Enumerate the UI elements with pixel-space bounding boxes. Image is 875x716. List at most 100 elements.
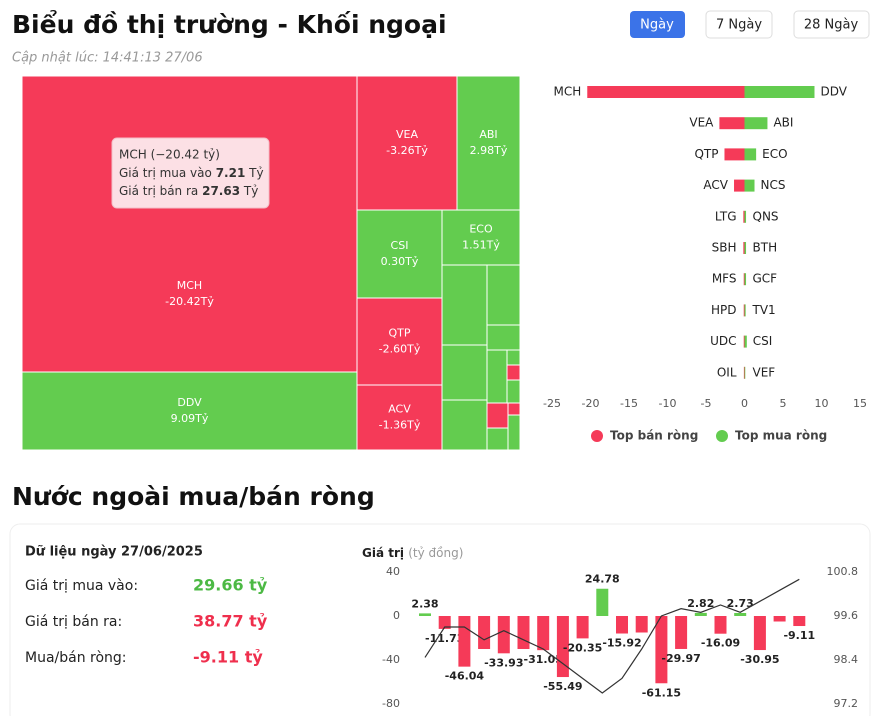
bar — [744, 366, 746, 379]
bar — [478, 616, 491, 649]
bar — [743, 366, 745, 379]
tile-value: 1.51Tỷ — [462, 239, 500, 252]
tooltip-label: Giá trị mua vào — [119, 166, 212, 180]
tile — [507, 402, 521, 416]
value-label: -33.93 — [484, 656, 523, 669]
tab-label[interactable]: 7 Ngày — [716, 18, 762, 33]
tile — [356, 75, 458, 211]
summary: Giá trị mua vào: 29.66 tỷ Giá trị bán ra: 3… — [25, 576, 268, 667]
legend-marker — [591, 430, 603, 442]
tile — [456, 75, 521, 211]
bar — [724, 148, 745, 161]
bar — [744, 117, 768, 130]
bar — [773, 616, 786, 622]
bar — [753, 616, 766, 651]
bar — [744, 273, 747, 286]
bar — [655, 616, 668, 684]
x-tick-label: -15 — [620, 397, 638, 410]
bar — [419, 613, 431, 616]
bar — [438, 616, 451, 629]
tile-name: VEA — [396, 128, 418, 141]
value-label: -55.49 — [543, 680, 582, 693]
line — [424, 578, 800, 694]
x-tick-label: 5 — [780, 397, 787, 410]
bar — [675, 616, 688, 649]
bar — [635, 616, 648, 633]
bar — [744, 179, 755, 192]
tooltip-title: MCH (−20.42 tỷ) — [119, 148, 220, 162]
tab-28day[interactable] — [793, 10, 870, 39]
bar — [793, 616, 806, 627]
bar — [714, 616, 727, 634]
bar — [616, 616, 628, 634]
summary-value: 38.77 tỷ — [193, 612, 268, 631]
tab-label[interactable]: Ngày — [640, 18, 674, 33]
tile-name: ABI — [479, 128, 497, 141]
section-title: Nước ngoài mua/bán ròng — [12, 482, 375, 511]
y2-tick-label: 98.4 — [834, 653, 859, 666]
bar — [743, 242, 745, 254]
minor-tiles — [441, 264, 521, 451]
value-label: -46.04 — [445, 670, 485, 683]
net-flow-chart: -80-4004097.298.499.6100.82.38-11.73-46.… — [382, 565, 858, 710]
summary-value: -9.11 tỷ — [193, 648, 263, 667]
tabs: Ngày 7 Ngày 28 Ngày — [630, 10, 870, 39]
value-label: -20.35 — [563, 641, 602, 654]
bar — [743, 304, 745, 317]
tile — [21, 75, 358, 373]
tab-label[interactable]: 28 Ngày — [804, 18, 859, 33]
tile — [486, 324, 521, 351]
summary-label: Giá trị mua vào: — [25, 578, 138, 594]
bar — [744, 335, 747, 348]
net-bar-chart: -25 -20 -15 -10 -5 0 5 10 15 MCH VEA QTP ACV LTG SBH MF… — [543, 85, 867, 443]
tooltip-value: 7.21 — [216, 166, 246, 180]
y-axis-label: Giá trị — [362, 546, 404, 560]
tab-7day[interactable] — [705, 10, 773, 39]
tile — [506, 364, 521, 381]
tile — [356, 384, 443, 451]
tooltip-row: Giá trị bán ra 27.63 Tỷ — [119, 184, 258, 198]
bar-label: ECO — [762, 147, 787, 161]
bar — [596, 588, 609, 616]
tile-name: ECO — [469, 223, 493, 236]
value-label: -30.95 — [740, 653, 779, 666]
tile — [486, 427, 509, 451]
x-tick-label: -20 — [582, 397, 600, 410]
bar-label: DDV — [820, 85, 847, 99]
x-tick-label: 0 — [741, 397, 748, 410]
summary-value: 29.66 tỷ — [193, 576, 268, 595]
y-tick-label: 0 — [393, 609, 400, 622]
tile — [356, 297, 443, 386]
tab-day[interactable] — [630, 11, 685, 38]
tooltip-box — [111, 137, 270, 209]
bar-label: HPD — [711, 303, 737, 317]
bar-label: VEF — [753, 365, 776, 379]
tile-value: 0.30Tỷ — [381, 255, 419, 268]
value-label: -29.97 — [661, 652, 700, 665]
bar-label: UDC — [710, 334, 736, 348]
value-label: -9.11 — [783, 629, 815, 642]
bar-label: LTG — [715, 209, 737, 223]
legend-marker — [716, 430, 728, 442]
tile-name: MCH — [177, 279, 202, 292]
summary-label: Mua/bán ròng: — [25, 650, 127, 666]
tile-value: -2.60Tỷ — [379, 343, 421, 356]
updated-time: Cập nhật lúc: 14:41:13 27/06 — [12, 51, 203, 66]
tile — [441, 209, 521, 266]
tile — [506, 379, 521, 404]
tile-name: DDV — [177, 396, 202, 409]
bar-label: QTP — [694, 147, 718, 161]
tile — [486, 402, 509, 429]
y2-tick-label: 97.2 — [834, 697, 859, 710]
bar-label: ABI — [773, 116, 793, 130]
tooltip-label: Giá trị bán ra — [119, 184, 198, 198]
bar — [537, 616, 550, 651]
tooltip-value: 27.63 — [202, 184, 240, 198]
tile-value: -3.26Tỷ — [386, 144, 428, 157]
tooltip: MCH (−20.42 tỷ)Giá trị mua vào 7.21 TỷGi… — [111, 137, 270, 209]
tooltip-unit: Tỷ — [243, 184, 258, 198]
value-label: 2.82 — [687, 597, 714, 610]
bar — [576, 616, 589, 639]
bar-label: CSI — [753, 334, 773, 348]
